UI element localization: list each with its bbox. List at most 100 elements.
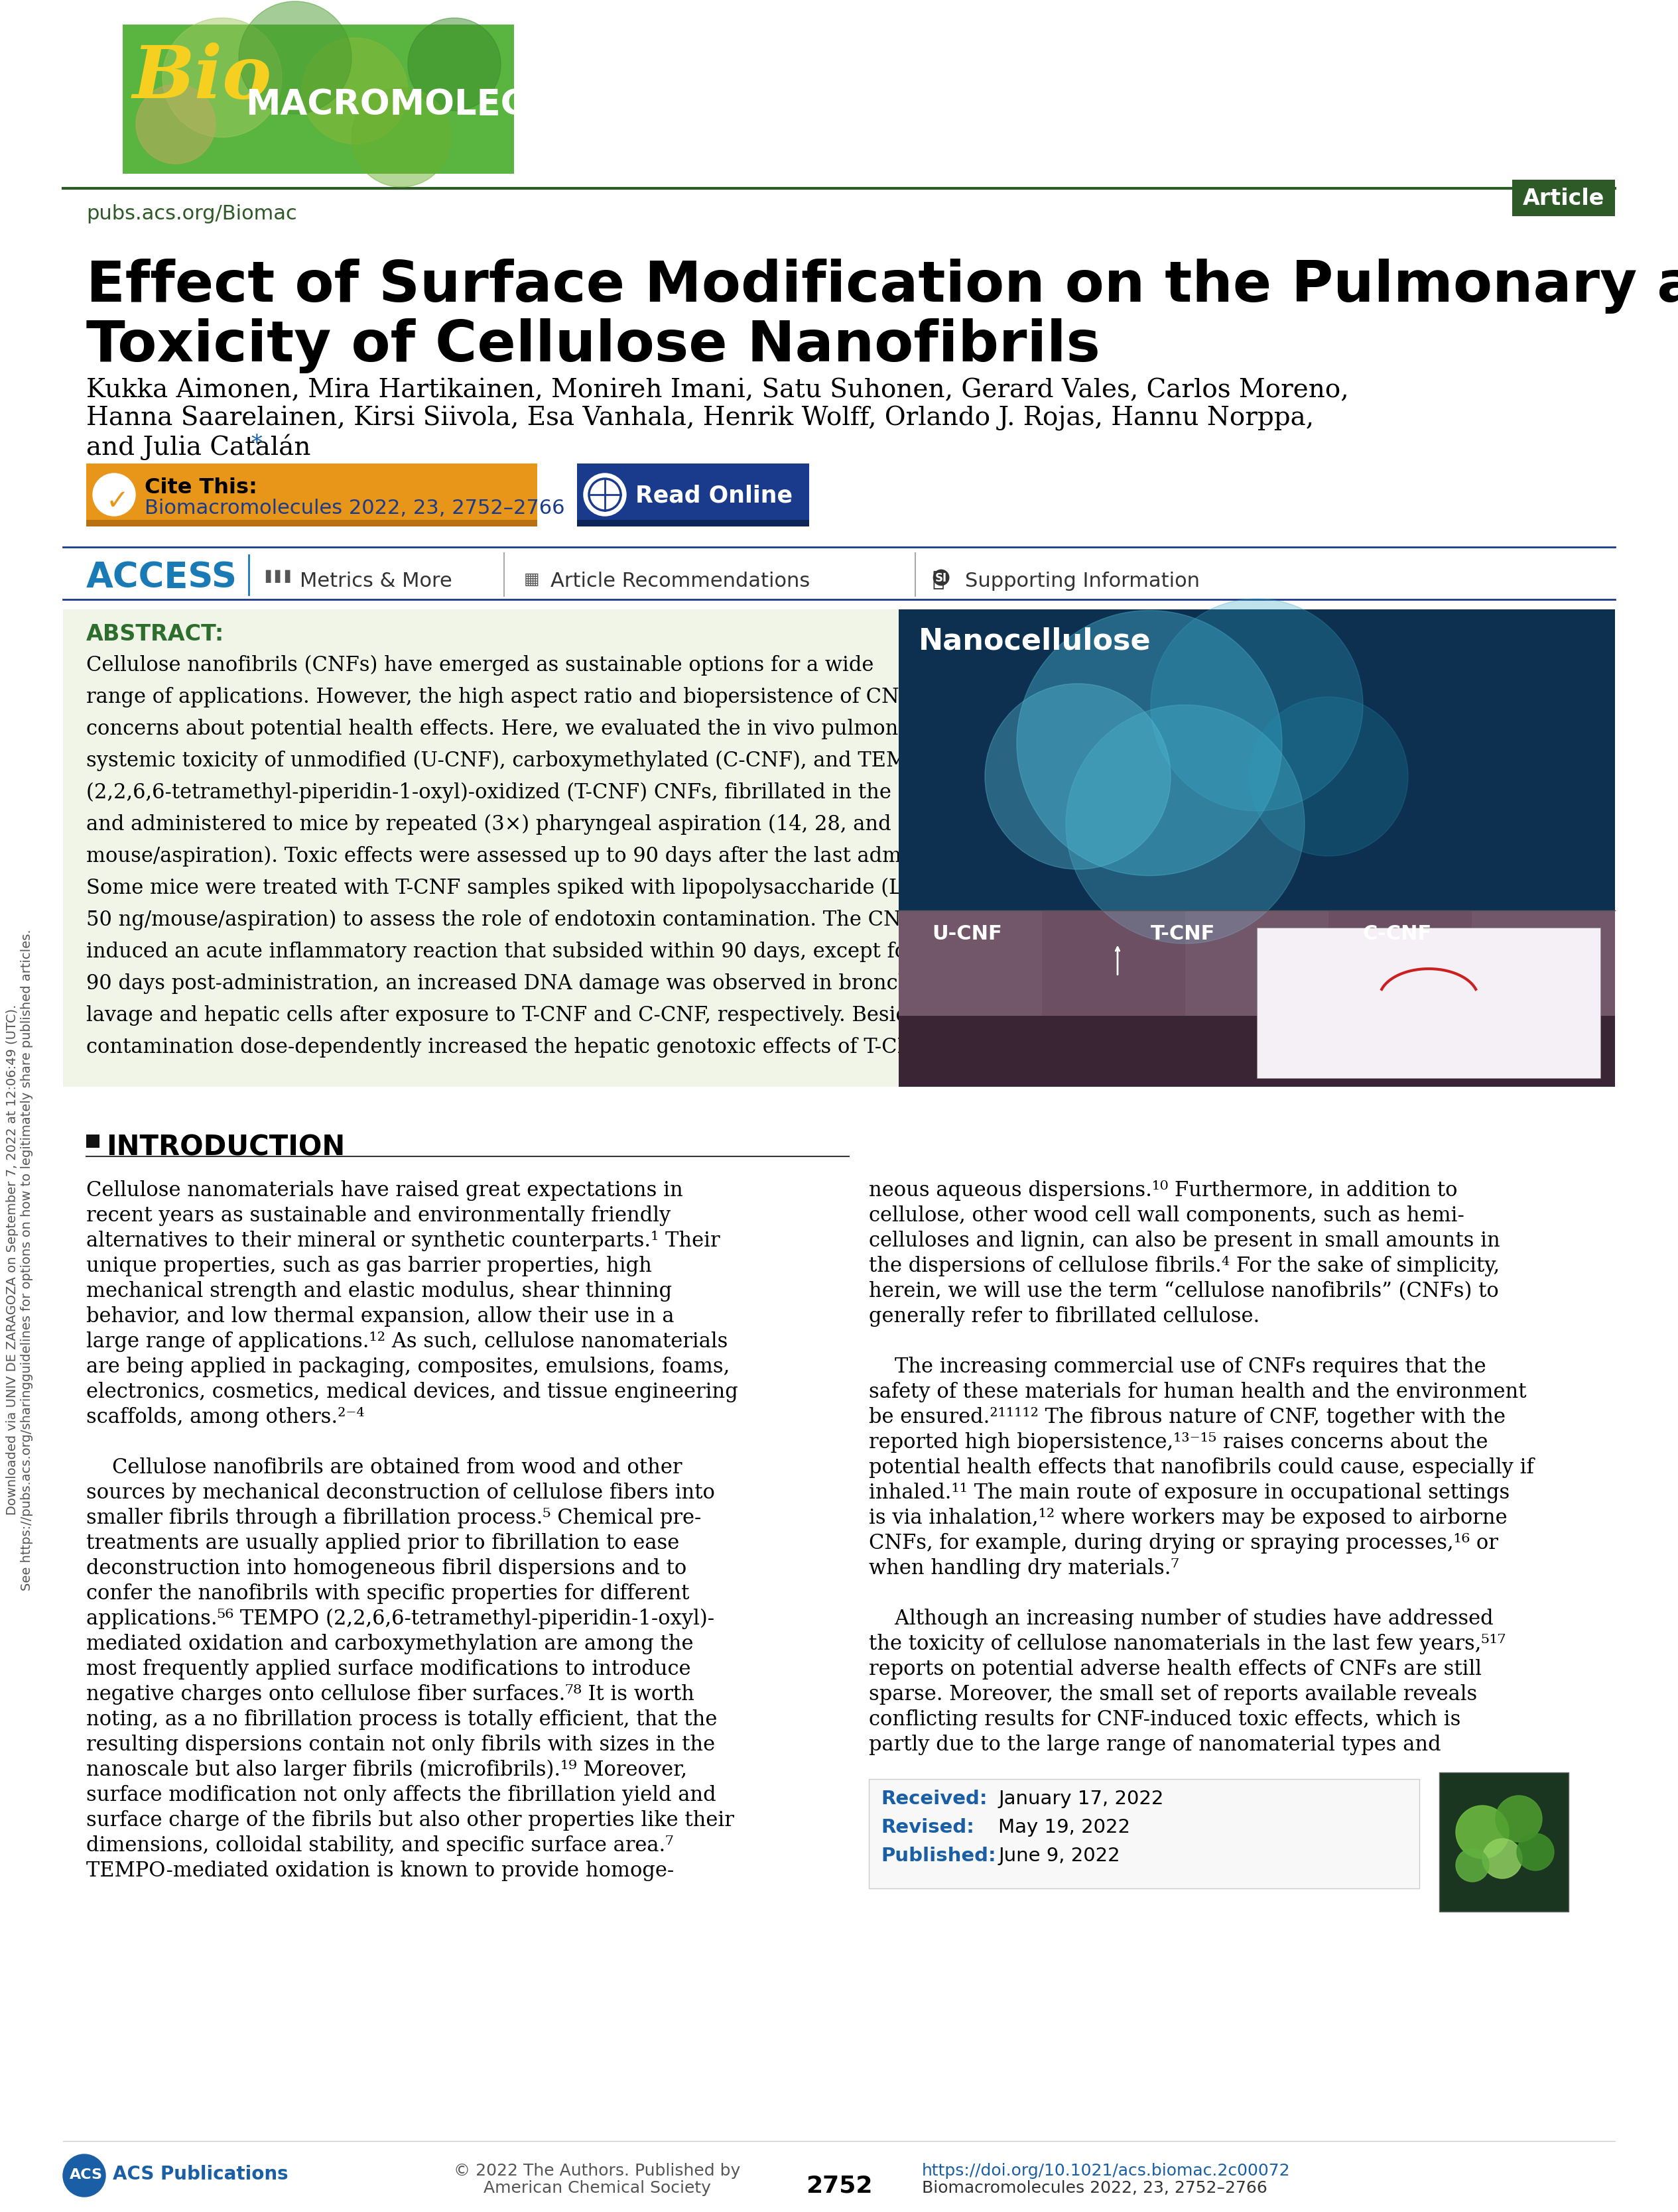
Text: applications.⁵⁶ TEMPO (2,2,6,6-tetramethyl-piperidin-1-oxyl)-: applications.⁵⁶ TEMPO (2,2,6,6-tetrameth… — [86, 1608, 715, 1628]
Bar — [1185, 911, 1329, 1018]
Text: The increasing commercial use of CNFs requires that the: The increasing commercial use of CNFs re… — [869, 1356, 1487, 1376]
Text: Although an increasing number of studies have addressed: Although an increasing number of studies… — [869, 1608, 1493, 1628]
Bar — [86, 465, 537, 526]
Text: inhaled.¹¹ The main route of exposure in occupational settings: inhaled.¹¹ The main route of exposure in… — [869, 1482, 1510, 1502]
Circle shape — [1457, 1805, 1509, 1858]
Text: be ensured.²¹¹¹¹² The fibrous nature of CNF, together with the: be ensured.²¹¹¹¹² The fibrous nature of … — [869, 1407, 1505, 1427]
Text: treatments are usually applied prior to fibrillation to ease: treatments are usually applied prior to … — [86, 1533, 680, 1553]
Text: Published:: Published: — [881, 1847, 997, 1865]
Circle shape — [302, 38, 408, 144]
Bar — [577, 465, 809, 526]
Text: resulting dispersions contain not only fibrils with sizes in the: resulting dispersions contain not only f… — [86, 1734, 715, 1754]
Text: Biomacromolecules 2022, 23, 2752–2766: Biomacromolecules 2022, 23, 2752–2766 — [921, 2179, 1267, 2197]
Text: safety of these materials for human health and the environment: safety of these materials for human heal… — [869, 1382, 1527, 1402]
Circle shape — [1248, 697, 1408, 856]
Text: electronics, cosmetics, medical devices, and tissue engineering: electronics, cosmetics, medical devices,… — [86, 1382, 738, 1402]
Text: 90 days post-administration, an increased DNA damage was observed in bronchoalve: 90 days post-administration, an increase… — [86, 973, 1005, 993]
Bar — [1472, 911, 1614, 1018]
Text: dimensions, colloidal stability, and specific surface area.⁷: dimensions, colloidal stability, and spe… — [86, 1834, 673, 1856]
Circle shape — [163, 18, 282, 137]
Text: Article Recommendations: Article Recommendations — [550, 571, 810, 591]
Text: when handling dry materials.⁷: when handling dry materials.⁷ — [869, 1557, 1180, 1579]
Text: herein, we will use the term “cellulose nanofibrils” (CNFs) to: herein, we will use the term “cellulose … — [869, 1281, 1498, 1301]
Bar — [1440, 1772, 1569, 1911]
Text: surface charge of the fibrils but also other properties like their: surface charge of the fibrils but also o… — [86, 1809, 735, 1829]
Circle shape — [1017, 611, 1282, 876]
Text: sparse. Moreover, the small set of reports available reveals: sparse. Moreover, the small set of repor… — [869, 1683, 1477, 1703]
Text: potential health effects that nanofibrils could cause, especially if: potential health effects that nanofibril… — [869, 1458, 1534, 1478]
Text: range of applications. However, the high aspect ratio and biopersistence of CNFs: range of applications. However, the high… — [86, 686, 980, 708]
Text: ⓼: ⓼ — [931, 571, 945, 588]
Text: behavior, and low thermal expansion, allow their use in a: behavior, and low thermal expansion, all… — [86, 1305, 675, 1327]
Text: Revised:: Revised: — [881, 1818, 975, 1836]
Bar — [86, 1135, 99, 1148]
Circle shape — [1495, 1796, 1542, 1843]
Text: Bio: Bio — [133, 42, 272, 113]
Text: MACROMOLECULES: MACROMOLECULES — [245, 88, 626, 122]
Text: unique properties, such as gas barrier properties, high: unique properties, such as gas barrier p… — [86, 1256, 651, 1276]
Text: induced an acute inflammatory reaction that subsided within 90 days, except for : induced an acute inflammatory reaction t… — [86, 942, 1020, 962]
Text: Hanna Saarelainen, Kirsi Siivola, Esa Vanhala, Henrik Wolff, Orlando J. Rojas, H: Hanna Saarelainen, Kirsi Siivola, Esa Va… — [86, 405, 1314, 431]
Circle shape — [1482, 1838, 1522, 1878]
Text: confer the nanofibrils with specific properties for different: confer the nanofibrils with specific pro… — [86, 1584, 690, 1604]
Bar — [899, 911, 1614, 1086]
Text: Read Online: Read Online — [636, 484, 792, 507]
Text: mouse/aspiration). Toxic effects were assessed up to 90 days after the last admi: mouse/aspiration). Toxic effects were as… — [86, 845, 1014, 867]
Text: ✓: ✓ — [106, 487, 129, 515]
Text: Some mice were treated with T-CNF samples spiked with lipopolysaccharide (LPS; 0: Some mice were treated with T-CNF sample… — [86, 878, 998, 898]
Bar — [122, 24, 513, 175]
Text: the dispersions of cellulose fibrils.⁴ For the sake of simplicity,: the dispersions of cellulose fibrils.⁴ F… — [869, 1256, 1500, 1276]
Text: and administered to mice by repeated (3×) pharyngeal aspiration (14, 28, and 56 : and administered to mice by repeated (3×… — [86, 814, 963, 834]
Bar — [899, 611, 1614, 1086]
Circle shape — [1151, 599, 1363, 812]
Text: 2752: 2752 — [805, 2174, 873, 2197]
Text: is via inhalation,¹² where workers may be exposed to airborne: is via inhalation,¹² where workers may b… — [869, 1506, 1507, 1528]
Text: systemic toxicity of unmodified (U-CNF), carboxymethylated (C-CNF), and TEMPO: systemic toxicity of unmodified (U-CNF),… — [86, 750, 936, 772]
Text: are being applied in packaging, composites, emulsions, foams,: are being applied in packaging, composit… — [86, 1356, 730, 1376]
Text: https://doi.org/10.1021/acs.biomac.2c00072: https://doi.org/10.1021/acs.biomac.2c000… — [921, 2163, 1290, 2179]
Bar — [86, 520, 537, 526]
Text: celluloses and lignin, can also be present in small amounts in: celluloses and lignin, can also be prese… — [869, 1230, 1500, 1250]
Text: C-CNF: C-CNF — [1363, 925, 1431, 942]
Text: mechanical strength and elastic modulus, shear thinning: mechanical strength and elastic modulus,… — [86, 1281, 671, 1301]
Text: ACCESS: ACCESS — [86, 560, 238, 595]
Text: Supporting Information: Supporting Information — [965, 571, 1200, 591]
Text: INTRODUCTION: INTRODUCTION — [106, 1133, 346, 1161]
Text: Received:: Received: — [881, 1790, 987, 1807]
Circle shape — [1066, 706, 1304, 945]
Text: ACS: ACS — [70, 2168, 102, 2181]
Text: mediated oxidation and carboxymethylation are among the: mediated oxidation and carboxymethylatio… — [86, 1632, 693, 1655]
Text: large range of applications.¹² As such, cellulose nanomaterials: large range of applications.¹² As such, … — [86, 1332, 728, 1352]
Text: Toxicity of Cellulose Nanofibrils: Toxicity of Cellulose Nanofibrils — [86, 319, 1101, 374]
Text: reports on potential adverse health effects of CNFs are still: reports on potential adverse health effe… — [869, 1659, 1482, 1679]
Bar — [1329, 911, 1472, 1018]
Text: contamination dose-dependently increased the hepatic genotoxic effects of T-CNF.: contamination dose-dependently increased… — [86, 1037, 931, 1057]
Text: negative charges onto cellulose fiber surfaces.⁷⁸ It is worth: negative charges onto cellulose fiber su… — [86, 1683, 695, 1703]
Text: lavage and hepatic cells after exposure to T-CNF and C-CNF, respectively. Beside: lavage and hepatic cells after exposure … — [86, 1004, 985, 1026]
Text: CNFs, for example, during drying or spraying processes,¹⁶ or: CNFs, for example, during drying or spra… — [869, 1533, 1498, 1553]
Text: noting, as a no fibrillation process is totally efficient, that the: noting, as a no fibrillation process is … — [86, 1710, 717, 1730]
Text: (2,2,6,6-tetramethyl-piperidin-1-oxyl)-oxidized (T-CNF) CNFs, fibrillated in the: (2,2,6,6-tetramethyl-piperidin-1-oxyl)-o… — [86, 783, 998, 803]
Text: Metrics & More: Metrics & More — [300, 571, 451, 591]
Bar — [869, 1778, 1420, 1889]
Circle shape — [136, 84, 215, 164]
Text: TEMPO-mediated oxidation is known to provide homoge-: TEMPO-mediated oxidation is known to pro… — [86, 1860, 675, 1880]
Text: Cite This:: Cite This: — [144, 478, 257, 498]
Bar — [64, 611, 1614, 1086]
Bar — [577, 520, 809, 526]
Text: Effect of Surface Modification on the Pulmonary and Systemic: Effect of Surface Modification on the Pu… — [86, 259, 1678, 314]
Text: generally refer to fibrillated cellulose.: generally refer to fibrillated cellulose… — [869, 1305, 1260, 1327]
Text: and Julia Catalán: and Julia Catalán — [86, 434, 310, 460]
Text: partly due to the large range of nanomaterial types and: partly due to the large range of nanomat… — [869, 1734, 1441, 1754]
Circle shape — [1457, 1849, 1488, 1882]
Text: nanoscale but also larger fibrils (microfibrils).¹⁹ Moreover,: nanoscale but also larger fibrils (micro… — [86, 1759, 686, 1781]
Text: scaffolds, among others.²⁻⁴: scaffolds, among others.²⁻⁴ — [86, 1407, 364, 1427]
Text: most frequently applied surface modifications to introduce: most frequently applied surface modifica… — [86, 1659, 691, 1679]
Text: *: * — [250, 434, 262, 456]
Text: ▌▌▌: ▌▌▌ — [265, 571, 295, 584]
Circle shape — [1517, 1834, 1554, 1871]
Text: SI: SI — [935, 573, 946, 584]
Circle shape — [584, 473, 626, 515]
Text: ▦: ▦ — [524, 571, 540, 588]
Bar — [1042, 911, 1185, 1018]
